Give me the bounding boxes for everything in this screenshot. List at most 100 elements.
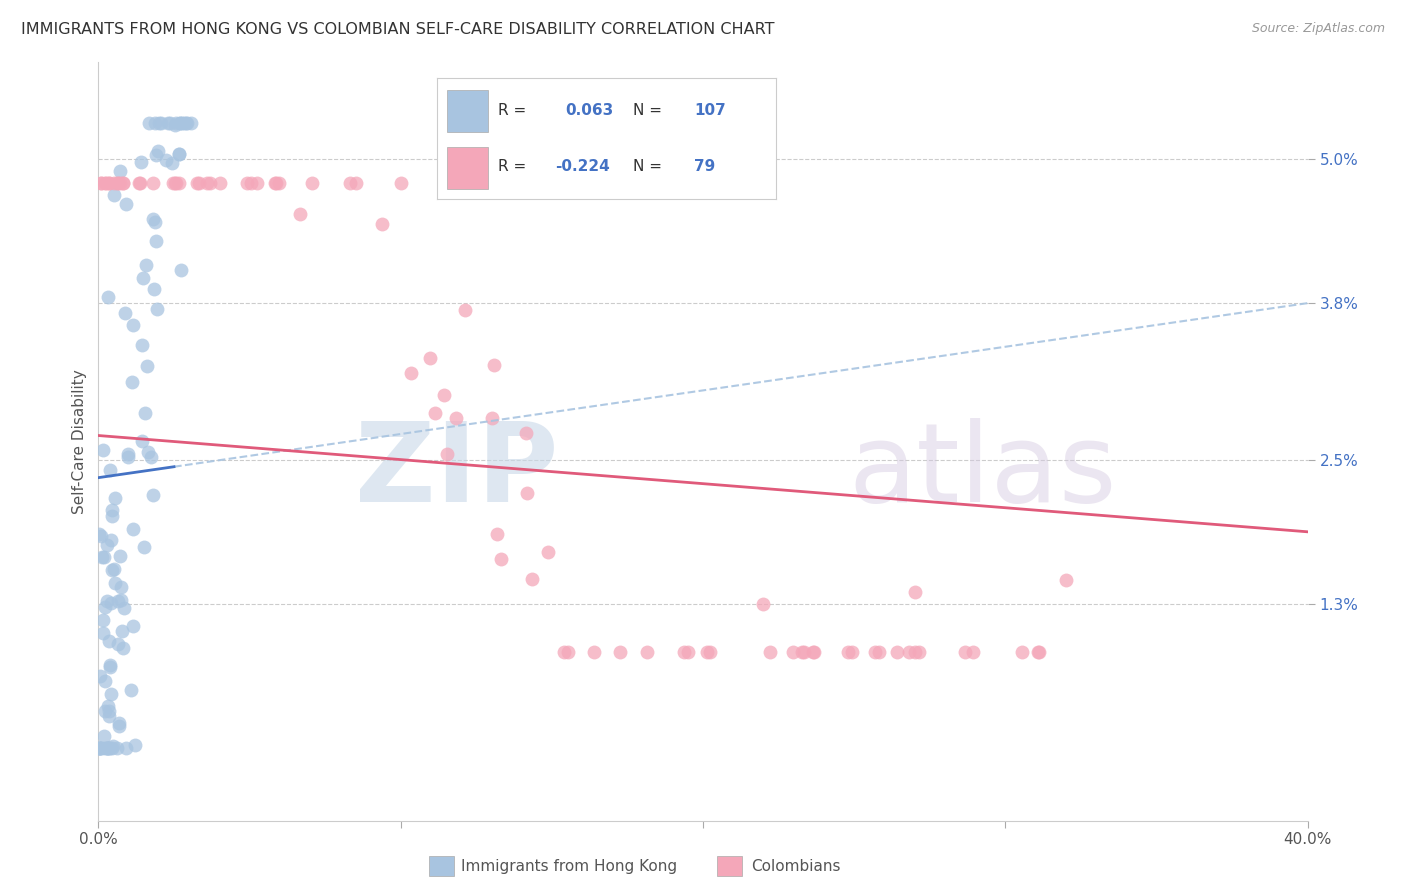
Point [101,741,124,756]
Point [94,600,117,615]
Point [122,618,145,632]
Point [134,406,156,420]
Point [97,699,120,714]
Point [128,176,150,190]
Point [143,215,166,229]
Point [101,563,124,577]
Point [114,197,136,211]
Point [173,115,195,129]
Point [107,594,129,608]
Text: Immigrants from Hong Kong: Immigrants from Hong Kong [461,859,678,873]
Point [339,176,361,190]
Point [136,359,159,374]
Point [699,645,721,659]
Point [131,337,153,351]
Point [752,597,775,611]
Point [103,562,125,576]
Point [389,176,412,190]
Point [145,234,167,248]
Point [169,115,191,129]
Point [114,305,136,319]
Point [176,115,198,129]
Point [89,741,111,756]
Point [482,358,505,372]
Point [138,115,160,129]
Point [267,176,290,190]
Point [149,115,172,129]
Point [898,645,921,659]
Point [142,282,165,296]
Point [481,410,503,425]
Point [98,741,121,756]
Point [111,641,134,656]
Point [96,593,118,607]
Point [180,115,202,129]
Point [108,163,131,178]
Point [115,741,138,756]
Point [89,741,111,756]
Point [91,549,114,564]
Point [94,176,117,190]
Point [264,176,287,190]
Point [124,738,146,752]
Point [103,187,125,202]
Point [453,302,475,317]
Point [676,645,699,659]
Point [908,645,931,659]
Point [98,658,121,673]
Point [131,271,153,285]
Text: Source: ZipAtlas.com: Source: ZipAtlas.com [1251,22,1385,36]
Point [156,115,179,129]
Point [90,176,112,190]
Point [105,741,128,756]
Point [107,637,129,651]
Point [96,741,118,756]
Point [142,488,165,502]
Point [91,625,114,640]
Point [111,176,134,190]
Point [1028,645,1050,659]
Point [90,176,112,190]
Point [139,450,162,464]
Point [136,445,159,459]
Point [609,645,631,659]
Point [145,148,167,162]
Point [142,212,165,227]
Text: IMMIGRANTS FROM HONG KONG VS COLOMBIAN SELF-CARE DISABILITY CORRELATION CHART: IMMIGRANTS FROM HONG KONG VS COLOMBIAN S… [21,22,775,37]
Point [117,450,139,465]
Y-axis label: Self-Care Disability: Self-Care Disability [72,369,87,514]
Point [155,153,177,167]
Point [100,686,122,700]
Point [96,741,118,756]
Point [93,549,115,564]
Point [782,645,804,659]
Point [104,491,127,505]
Point [96,538,118,552]
Point [522,572,544,586]
Point [97,176,120,190]
Point [401,367,423,381]
Point [131,155,153,169]
Point [165,176,187,190]
Point [583,645,606,659]
Point [515,425,537,440]
Point [105,176,128,190]
Point [165,115,187,129]
Point [167,176,190,190]
Point [419,351,441,365]
Point [436,447,458,461]
Point [121,523,143,537]
Point [98,660,121,674]
Point [198,176,221,190]
Point [108,176,131,190]
Point [110,580,132,594]
Point [246,176,269,190]
Point [100,596,122,610]
Point [97,290,120,304]
Point [841,645,863,659]
Point [135,258,157,272]
Point [89,669,111,683]
Text: atlas: atlas [848,418,1116,525]
Point [103,176,125,190]
Point [557,645,579,659]
